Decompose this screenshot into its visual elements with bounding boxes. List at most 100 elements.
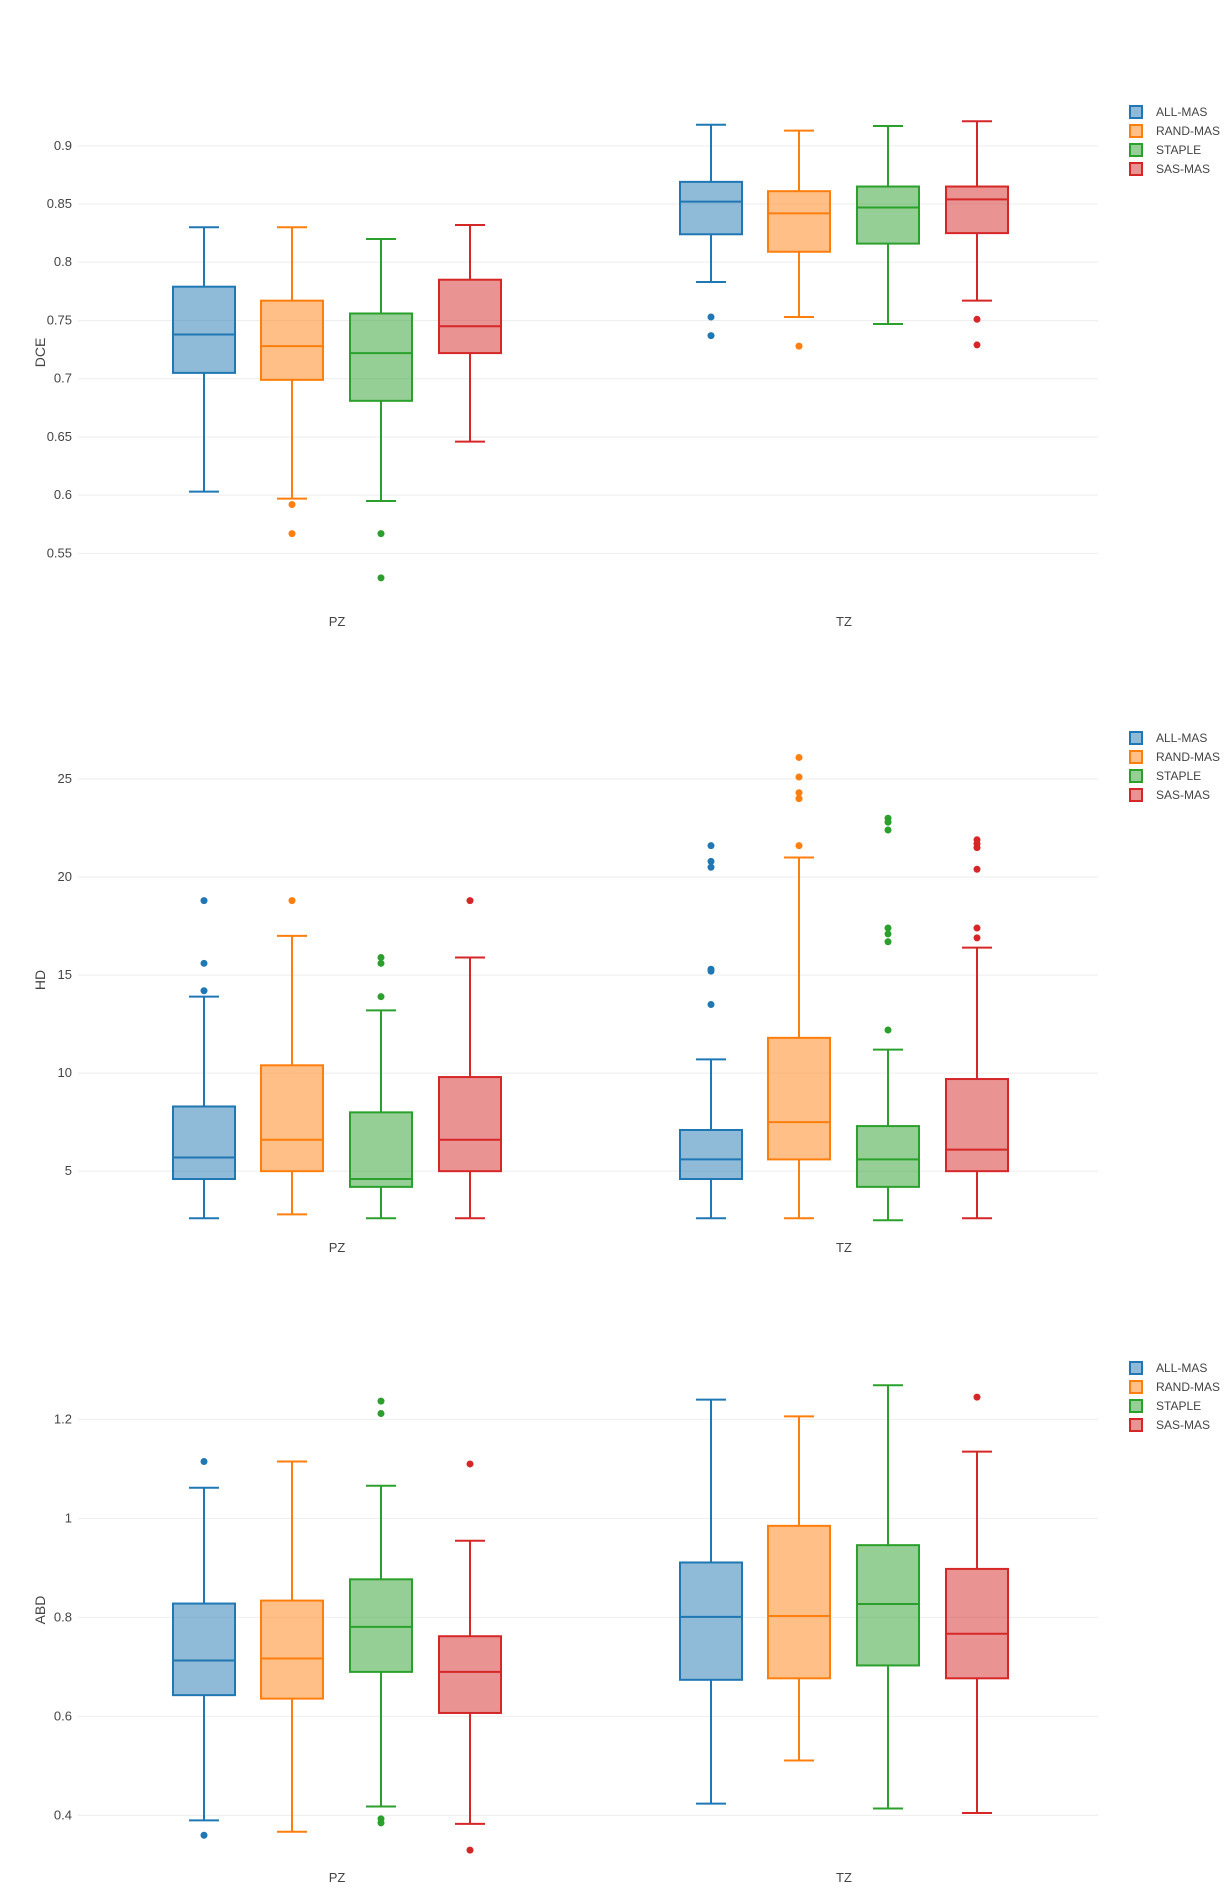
iqr-box (438, 278, 502, 355)
series-staple (349, 1384, 920, 1827)
box-all-mas-tz[interactable] (679, 842, 743, 1220)
box-staple-pz[interactable] (349, 1397, 413, 1827)
legend-item-all-mas[interactable]: ALL-MAS (1129, 731, 1207, 745)
iqr-box (856, 185, 920, 245)
legend-item-rand-mas[interactable]: RAND-MAS (1129, 750, 1220, 764)
iqr-box (260, 1064, 324, 1173)
outlier-point (707, 332, 715, 340)
outlier-point (973, 934, 981, 942)
series-sas-mas (438, 1393, 1009, 1854)
iqr-box (349, 312, 413, 402)
iqr-box (945, 1567, 1009, 1680)
box-rand-mas-tz[interactable] (767, 1415, 831, 1762)
box-all-mas-tz[interactable] (679, 123, 743, 340)
box-sas-mas-pz[interactable] (438, 897, 502, 1220)
legend-label: SAS-MAS (1156, 162, 1210, 176)
box-staple-tz[interactable] (856, 124, 920, 325)
box-staple-tz[interactable] (856, 814, 920, 1222)
box-staple-pz[interactable] (349, 237, 413, 582)
legend-item-sas-mas[interactable]: SAS-MAS (1129, 162, 1210, 176)
y-tick-label: 0.8 (54, 1609, 72, 1624)
legend-swatch (1129, 143, 1143, 157)
iqr-box (260, 299, 324, 381)
box-all-mas-pz[interactable] (172, 897, 236, 1220)
iqr-box (349, 1111, 413, 1188)
box-sas-mas-tz[interactable] (945, 836, 1009, 1220)
outlier-point (973, 865, 981, 873)
y-tick-label: 0.4 (54, 1807, 72, 1822)
box-sas-mas-pz[interactable] (438, 1460, 502, 1854)
y-tick-label: 0.55 (47, 545, 72, 560)
box-all-mas-pz[interactable] (172, 1457, 236, 1839)
legend-item-rand-mas[interactable]: RAND-MAS (1129, 1380, 1220, 1394)
outlier-point (200, 1831, 208, 1839)
legend-swatch (1129, 788, 1143, 802)
box-rand-mas-tz[interactable] (767, 753, 831, 1220)
y-tick-label: 0.6 (54, 487, 72, 502)
legend-item-all-mas[interactable]: ALL-MAS (1129, 105, 1207, 119)
outlier-point (884, 818, 892, 826)
legend-item-sas-mas[interactable]: SAS-MAS (1129, 1418, 1210, 1432)
iqr-box (172, 1105, 236, 1181)
x-category-label: TZ (836, 614, 852, 629)
y-tick-label: 0.85 (47, 196, 72, 211)
legend-label: SAS-MAS (1156, 1418, 1210, 1432)
box-sas-mas-pz[interactable] (438, 223, 502, 443)
y-axis-title: HD (32, 970, 48, 990)
legend-swatch (1129, 1399, 1143, 1413)
legend-label: RAND-MAS (1156, 750, 1220, 764)
box-all-mas-pz[interactable] (172, 226, 236, 493)
outlier-point (466, 897, 474, 905)
outlier-point (466, 1460, 474, 1468)
legend-item-staple[interactable]: STAPLE (1129, 1399, 1201, 1413)
outlier-point (973, 924, 981, 932)
series-all-mas (172, 123, 743, 493)
box-rand-mas-tz[interactable] (767, 129, 831, 350)
outlier-point (288, 500, 296, 508)
outlier-point (288, 897, 296, 905)
legend-item-staple[interactable]: STAPLE (1129, 769, 1201, 783)
legend-label: STAPLE (1156, 769, 1201, 783)
series-rand-mas (260, 753, 831, 1220)
box-sas-mas-tz[interactable] (945, 120, 1009, 349)
series-staple (349, 814, 920, 1222)
legend-swatch (1129, 731, 1143, 745)
box-staple-pz[interactable] (349, 953, 413, 1220)
outlier-point (707, 313, 715, 321)
outlier-point (707, 863, 715, 871)
series-rand-mas (260, 1415, 831, 1833)
box-all-mas-tz[interactable] (679, 1398, 743, 1805)
y-tick-label: 25 (58, 771, 72, 786)
box-staple-tz[interactable] (856, 1384, 920, 1810)
outlier-point (884, 938, 892, 946)
legend-item-staple[interactable]: STAPLE (1129, 143, 1201, 157)
y-tick-label: 0.8 (54, 254, 72, 269)
legend-swatch (1129, 124, 1143, 138)
outlier-point (377, 959, 385, 967)
legend-item-all-mas[interactable]: ALL-MAS (1129, 1361, 1207, 1375)
legend-label: ALL-MAS (1156, 1361, 1207, 1375)
outlier-point (466, 1846, 474, 1854)
iqr-box (679, 1561, 743, 1681)
legend-item-sas-mas[interactable]: SAS-MAS (1129, 788, 1210, 802)
iqr-box (945, 185, 1009, 235)
box-rand-mas-pz[interactable] (260, 226, 324, 538)
legend-label: ALL-MAS (1156, 105, 1207, 119)
y-tick-label: 0.65 (47, 429, 72, 444)
iqr-box (260, 1599, 324, 1700)
outlier-point (288, 530, 296, 538)
box-rand-mas-pz[interactable] (260, 897, 324, 1216)
iqr-box (438, 1076, 502, 1173)
iqr-box (172, 285, 236, 374)
box-rand-mas-pz[interactable] (260, 1460, 324, 1833)
legend-item-rand-mas[interactable]: RAND-MAS (1129, 124, 1220, 138)
series-sas-mas (438, 120, 1009, 443)
legend-swatch (1129, 1380, 1143, 1394)
legend-swatch (1129, 1418, 1143, 1432)
chart-panel-dce: 0.55 0.6 0.65 0.7 0.75 0.8 0.85 0.9 DCE PZ TZ ALL-M… (32, 105, 1220, 629)
legend-label: STAPLE (1156, 143, 1201, 157)
box-sas-mas-tz[interactable] (945, 1393, 1009, 1814)
outlier-point (707, 967, 715, 975)
y-tick-label: 5 (65, 1163, 72, 1178)
y-axis-title: ABD (32, 1596, 48, 1625)
